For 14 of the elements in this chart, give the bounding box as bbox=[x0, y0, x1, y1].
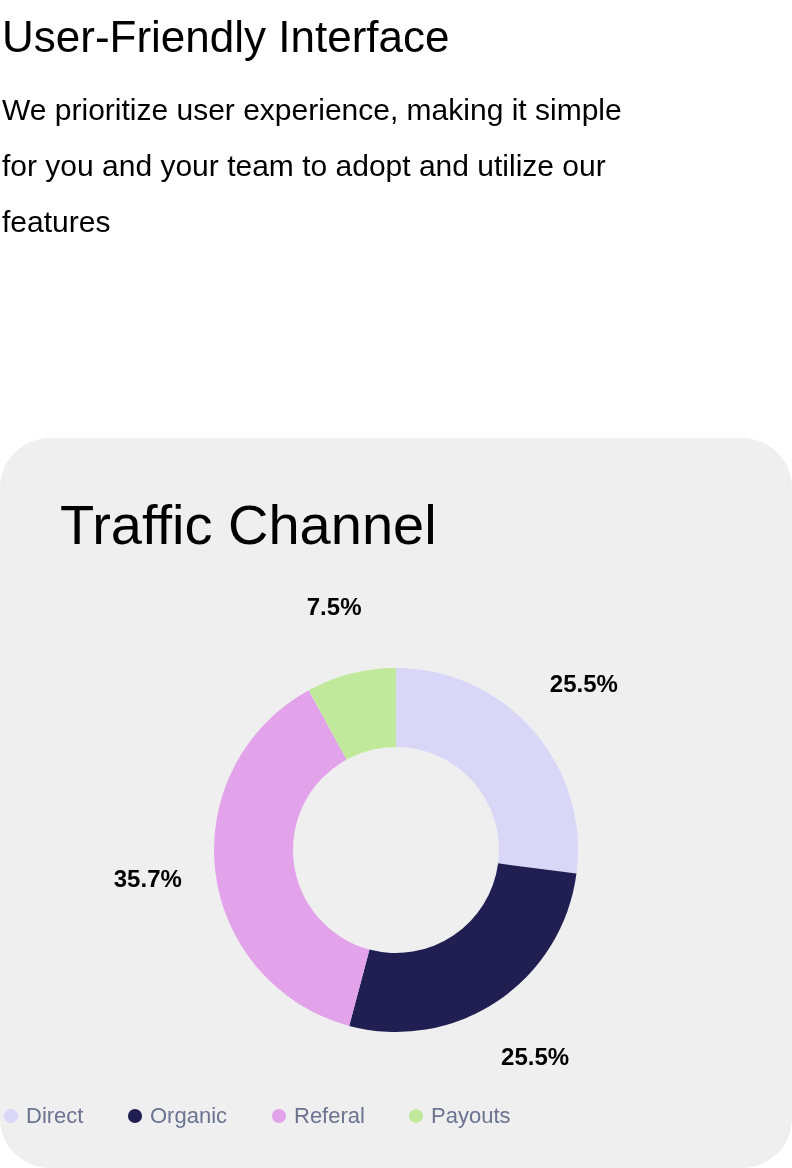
chart-title: Traffic Channel bbox=[60, 492, 437, 556]
text: We prioritize user experience, making it simple for you and your team to adopt and utilize our features bbox=[2, 92, 623, 240]
data-label: 7.5% bbox=[306, 592, 362, 620]
data-label: 25.5% bbox=[501, 1042, 570, 1070]
legend-label: Direct bbox=[26, 1103, 84, 1128]
legend-label: Organic bbox=[150, 1103, 228, 1128]
donut-slice bbox=[308, 668, 396, 760]
data-label: 25.5% bbox=[549, 670, 618, 698]
data-label: 35.7% bbox=[113, 864, 182, 892]
donut-slice bbox=[349, 863, 577, 1032]
donut-slice bbox=[214, 690, 370, 1026]
legend-label: Payouts bbox=[431, 1103, 511, 1128]
legend-label: Referal bbox=[294, 1103, 365, 1128]
text: User-Friendly Interface bbox=[2, 12, 451, 62]
